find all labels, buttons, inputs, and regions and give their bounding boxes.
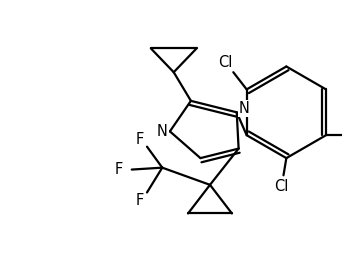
Text: N: N — [157, 124, 168, 139]
Text: F: F — [135, 131, 144, 146]
Text: N: N — [239, 101, 250, 116]
Text: F: F — [135, 193, 144, 208]
Text: Cl: Cl — [274, 179, 289, 194]
Text: F: F — [114, 162, 122, 177]
Text: Cl: Cl — [218, 55, 233, 70]
